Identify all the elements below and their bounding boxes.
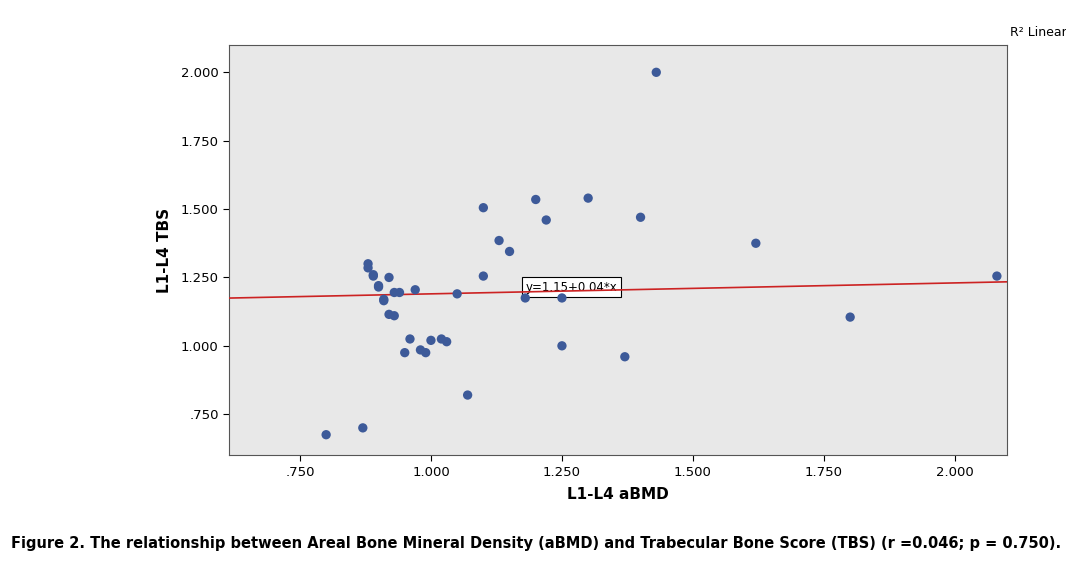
Point	[747, 239, 764, 248]
Point	[386, 288, 403, 297]
Point	[402, 334, 419, 343]
Point	[648, 68, 665, 77]
Point	[517, 293, 534, 302]
Point	[459, 391, 477, 400]
Point	[375, 296, 392, 305]
Point	[365, 271, 382, 280]
Point	[433, 334, 450, 343]
Point	[553, 293, 570, 302]
Point	[318, 430, 335, 439]
Point	[370, 281, 387, 290]
Point	[422, 336, 439, 345]
Point	[988, 271, 1005, 280]
Point	[842, 312, 859, 321]
Point	[386, 311, 403, 320]
Point	[375, 295, 392, 304]
Point	[397, 348, 414, 357]
Point	[370, 283, 387, 292]
Point	[474, 271, 491, 280]
Point	[580, 194, 597, 203]
Point	[553, 341, 570, 350]
Point	[438, 337, 455, 346]
Point	[616, 352, 633, 361]
Text: y=1.15+0.04*x: y=1.15+0.04*x	[526, 280, 617, 293]
Point	[365, 270, 382, 279]
Point	[381, 310, 398, 319]
Point	[381, 273, 398, 282]
Point	[407, 285, 424, 294]
X-axis label: L1-L4 aBMD: L1-L4 aBMD	[567, 487, 669, 502]
Point	[501, 247, 518, 256]
Point	[449, 289, 466, 298]
Text: Figure 2. The relationship between Areal Bone Mineral Density (aBMD) and Trabecu: Figure 2. The relationship between Areal…	[11, 536, 1061, 551]
Point	[354, 423, 371, 432]
Point	[490, 236, 507, 245]
Point	[632, 213, 649, 222]
Y-axis label: L1-L4 TBS: L1-L4 TBS	[158, 207, 173, 293]
Point	[359, 259, 376, 268]
Point	[359, 264, 376, 273]
Point	[411, 346, 429, 355]
Text: R² Linear = 0.002: R² Linear = 0.002	[1010, 26, 1066, 39]
Point	[391, 288, 408, 297]
Point	[474, 203, 491, 212]
Point	[537, 215, 554, 224]
Point	[417, 348, 434, 357]
Point	[528, 195, 545, 204]
